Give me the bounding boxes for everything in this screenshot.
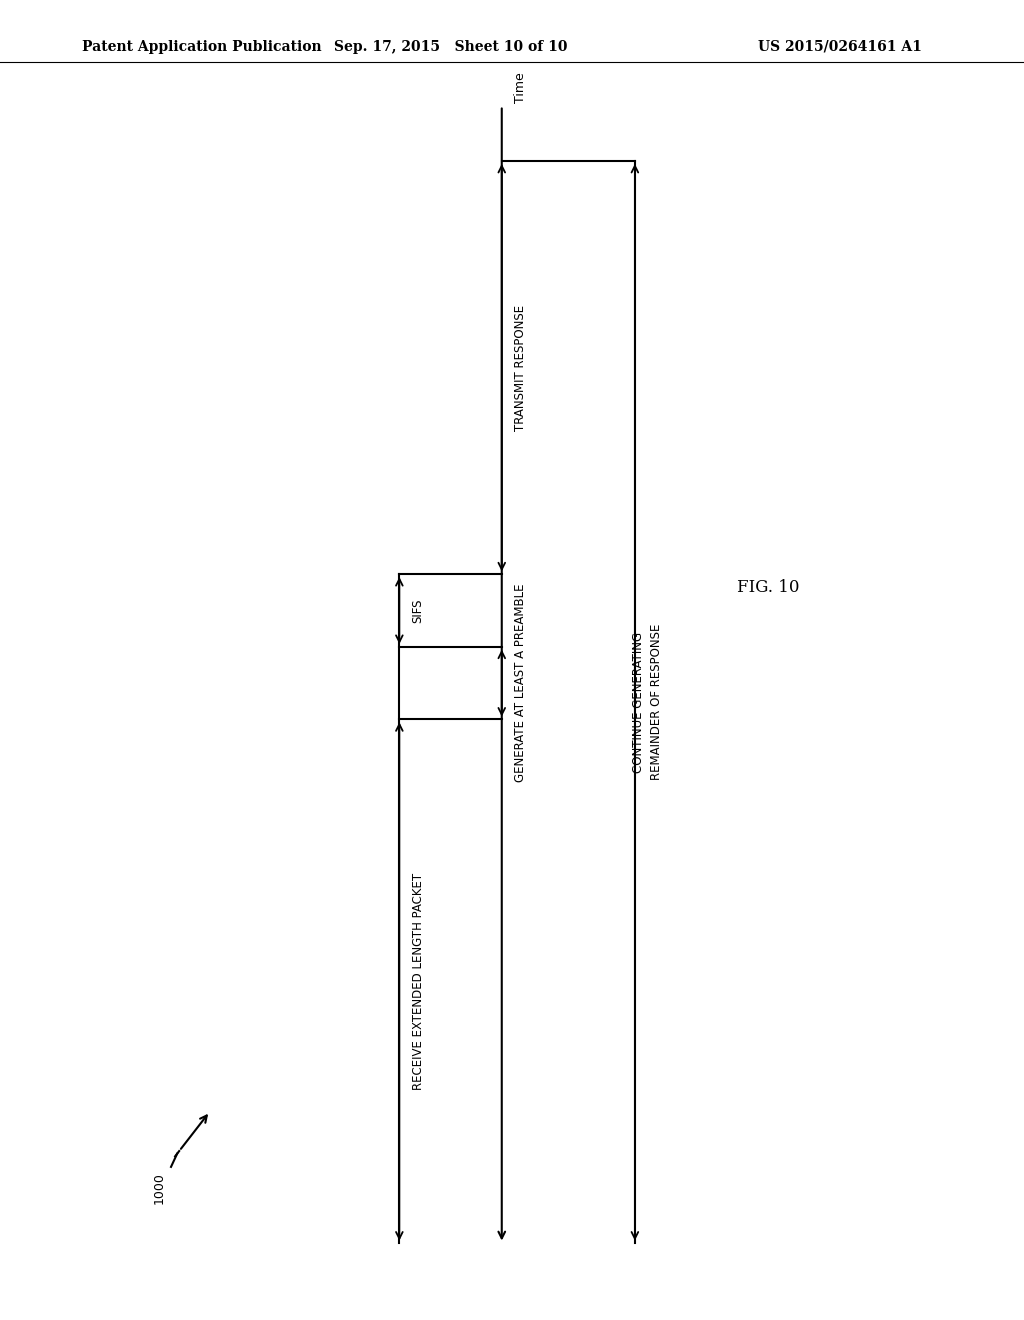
- Text: Sep. 17, 2015   Sheet 10 of 10: Sep. 17, 2015 Sheet 10 of 10: [334, 40, 567, 54]
- Text: FIG. 10: FIG. 10: [737, 579, 800, 595]
- Text: CONTINUE GENERATING
REMAINDER OF RESPONSE: CONTINUE GENERATING REMAINDER OF RESPONS…: [632, 624, 663, 780]
- Text: Time: Time: [514, 73, 527, 103]
- Text: Patent Application Publication: Patent Application Publication: [82, 40, 322, 54]
- Text: TRANSMIT RESPONSE: TRANSMIT RESPONSE: [514, 305, 527, 430]
- Text: GENERATE AT LEAST A PREAMBLE: GENERATE AT LEAST A PREAMBLE: [514, 583, 527, 783]
- Text: 1000: 1000: [153, 1172, 165, 1204]
- Text: SIFS: SIFS: [412, 598, 425, 623]
- Text: RECEIVE EXTENDED LENGTH PACKET: RECEIVE EXTENDED LENGTH PACKET: [412, 873, 425, 1090]
- Text: US 2015/0264161 A1: US 2015/0264161 A1: [758, 40, 922, 54]
